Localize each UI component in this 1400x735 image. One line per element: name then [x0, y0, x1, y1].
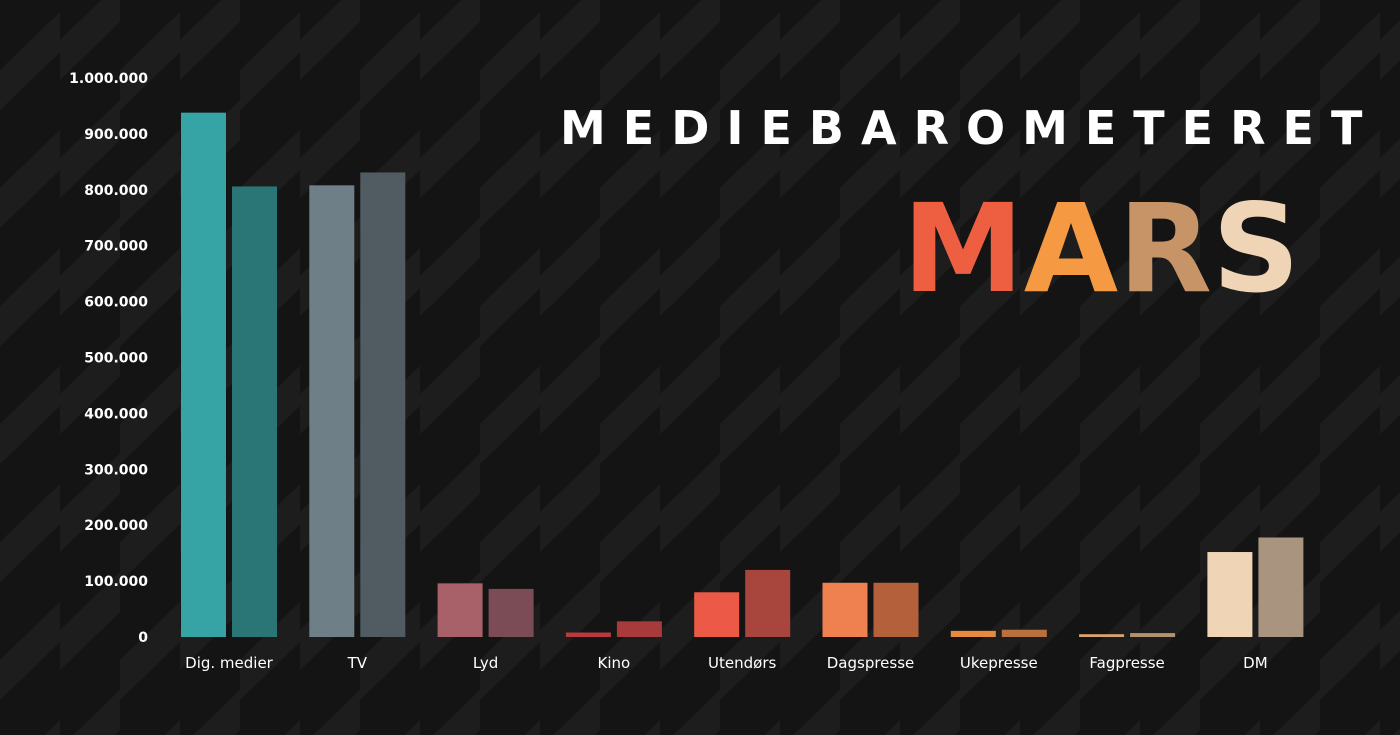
y-axis: 0 100.000 200.000 300.000 400.000 500.000 600.…	[69, 71, 148, 646]
x-tick-label: Kino	[598, 654, 631, 672]
bar-2	[360, 172, 406, 637]
y-tick-label: 800.000	[84, 183, 148, 199]
bar-2	[1130, 633, 1176, 637]
month-letter: R	[1118, 178, 1213, 320]
y-tick-label: 1.000.000	[69, 71, 148, 87]
bar-1	[181, 112, 226, 637]
bar-1	[822, 582, 868, 637]
bar-1	[694, 592, 740, 637]
bar-2	[616, 621, 662, 637]
x-tick-label: Dig. medier	[185, 654, 274, 672]
bar-1	[309, 185, 355, 637]
y-tick-label: 700.000	[84, 239, 148, 255]
bar-1	[950, 630, 996, 637]
bar-2	[873, 582, 919, 637]
month-letter: M	[902, 178, 1024, 320]
x-tick-label: TV	[347, 654, 368, 672]
bar-1	[437, 583, 483, 637]
bar-2	[1258, 537, 1304, 637]
bar-2	[232, 186, 277, 638]
month-letter: A	[1023, 178, 1119, 320]
y-tick-label: 900.000	[84, 127, 148, 143]
month-letter: S	[1212, 178, 1300, 320]
x-tick-label: DM	[1243, 654, 1268, 672]
y-tick-label: 200.000	[84, 518, 148, 534]
month-title: MARS	[760, 185, 1300, 313]
y-tick-label: 0	[138, 630, 148, 646]
y-tick-label: 600.000	[84, 295, 148, 311]
bar-2	[488, 588, 534, 637]
bar-2	[1001, 629, 1047, 637]
bar-1	[1207, 552, 1253, 637]
x-tick-label: Lyd	[473, 654, 498, 672]
x-tick-label: Dagspresse	[827, 654, 915, 672]
y-tick-label: 300.000	[84, 462, 148, 478]
x-axis: Dig. medier TV Lyd Kino Utendørs Dagspresse Uk…	[185, 654, 1268, 672]
y-tick-label: 500.000	[84, 351, 148, 367]
brand-title: MEDIEBAROMETERET	[560, 101, 1380, 155]
x-tick-label: Utendørs	[708, 654, 776, 672]
bars	[181, 112, 1304, 638]
bar-1	[1079, 634, 1125, 637]
y-tick-label: 400.000	[84, 406, 148, 422]
bar-1	[565, 632, 611, 637]
x-tick-label: Fagpresse	[1089, 654, 1164, 672]
x-tick-label: Ukepresse	[960, 654, 1038, 672]
y-tick-label: 100.000	[84, 574, 148, 590]
bar-2	[745, 569, 791, 637]
